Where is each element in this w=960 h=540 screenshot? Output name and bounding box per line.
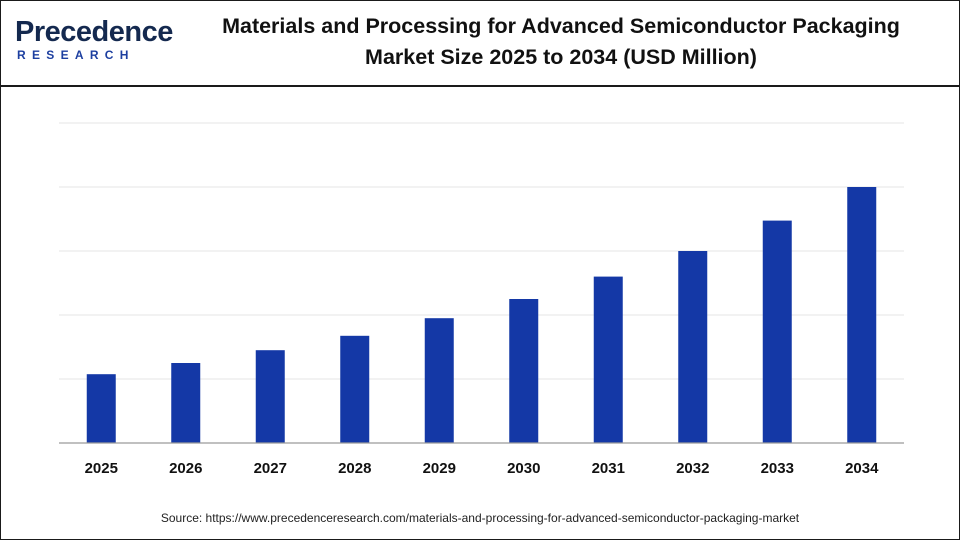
bar-2033 xyxy=(762,220,792,443)
bar-2025 xyxy=(86,374,116,443)
bar-2028 xyxy=(340,335,370,443)
x-tick-label-2028: 2028 xyxy=(338,460,371,477)
chart-title-line-1: Materials and Processing for Advanced Se… xyxy=(222,14,900,38)
bar-2034 xyxy=(847,187,877,443)
bar-2027 xyxy=(255,350,285,443)
x-tick-label-2034: 2034 xyxy=(845,460,879,477)
bar-2030 xyxy=(509,299,539,443)
bar-2032 xyxy=(678,251,708,443)
x-tick-label-2033: 2033 xyxy=(761,460,794,477)
brand-logo: Precedence RESEARCH xyxy=(15,15,173,65)
x-tick-label-2025: 2025 xyxy=(85,460,118,477)
header: Precedence RESEARCH Materials and Proces… xyxy=(1,1,959,87)
x-tick-label-2030: 2030 xyxy=(507,460,540,477)
source-note: Source: https://www.precedenceresearch.c… xyxy=(160,511,800,525)
brand-sub: RESEARCH xyxy=(17,48,135,62)
brand-name: Precedence xyxy=(15,16,173,48)
x-tick-label-2026: 2026 xyxy=(169,460,202,477)
x-tick-label-2032: 2032 xyxy=(676,460,709,477)
bar-2031 xyxy=(593,276,623,443)
bar-2029 xyxy=(424,318,454,443)
chart-title: Materials and Processing for Advanced Se… xyxy=(171,11,951,73)
x-tick-label-2031: 2031 xyxy=(592,460,625,477)
x-tick-label-2029: 2029 xyxy=(423,460,456,477)
bar-chart: 2025 2026 2027 2028 2029 2030 2031 2032 2033 2034 xyxy=(59,122,904,477)
chart-title-line-2: Market Size 2025 to 2034 (USD Million) xyxy=(365,45,757,69)
x-tick-label-2027: 2027 xyxy=(254,460,287,477)
bar-2026 xyxy=(171,363,201,443)
